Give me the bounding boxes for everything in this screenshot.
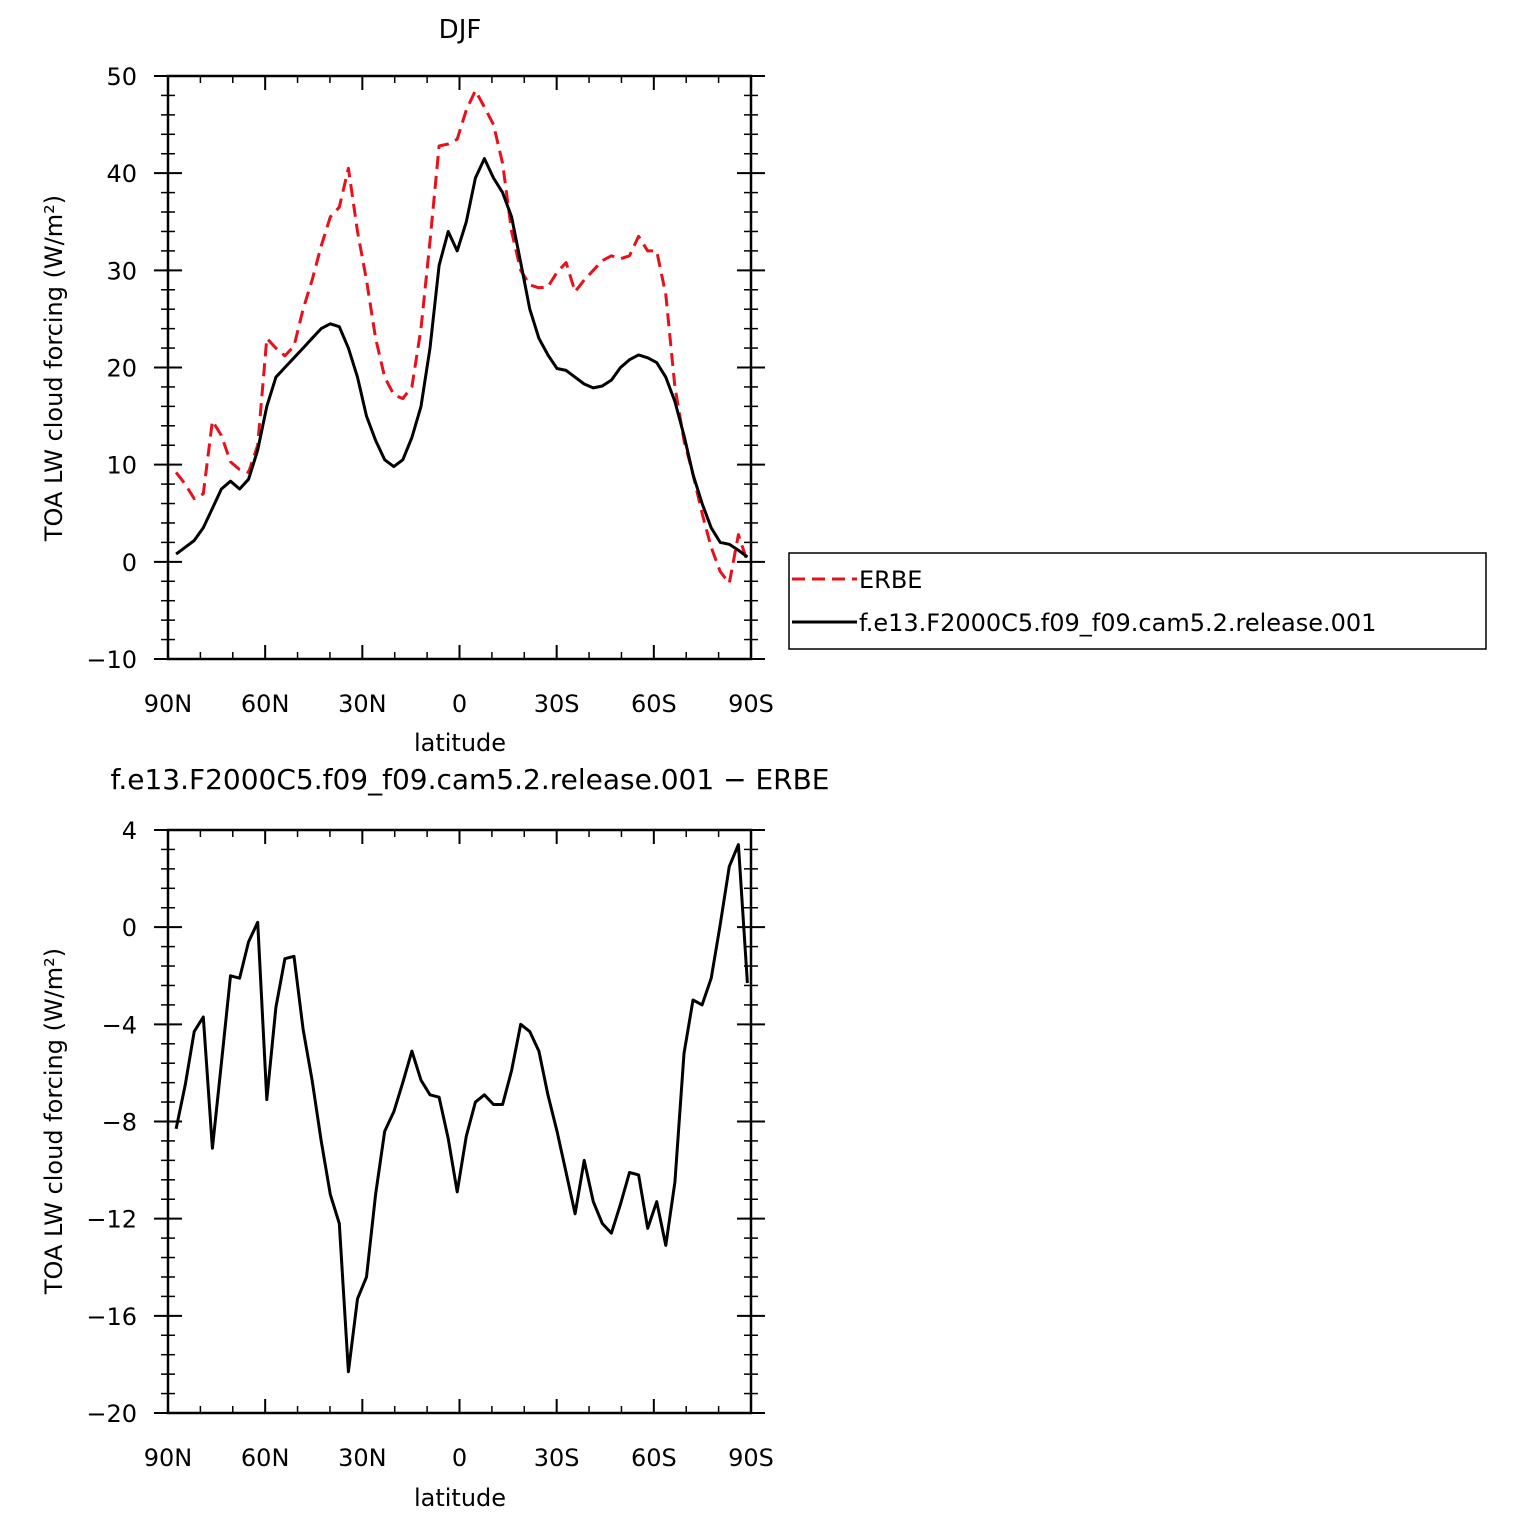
y-tick-label: −12 (86, 1206, 137, 1234)
plot-frame (166, 828, 753, 1415)
legend-label-erbe: ERBE (859, 566, 922, 594)
y-tick-label: 40 (106, 160, 137, 188)
series-line-difference (174, 843, 749, 1374)
x-tick-label: 30S (534, 690, 580, 718)
x-tick-label: 60S (631, 690, 677, 718)
legend: ERBE f.e13.F2000C5.f09_f09.cam5.2.releas… (788, 552, 1487, 650)
chart-title: DJF (439, 15, 482, 45)
x-axis-label: latitude (414, 729, 506, 757)
x-tick-label: 60N (241, 1444, 290, 1472)
y-tick-label: 20 (106, 355, 137, 383)
series-line-erbe (174, 89, 749, 585)
legend-label-model: f.e13.F2000C5.f09_f09.cam5.2.release.001 (859, 609, 1376, 637)
y-tick-label: −4 (102, 1011, 137, 1039)
chart-title: f.e13.F2000C5.f09_f09.cam5.2.release.001… (111, 763, 830, 796)
y-tick-label: −8 (102, 1109, 137, 1137)
y-tick-label: 0 (122, 549, 137, 577)
legend-box (788, 552, 1487, 650)
y-tick-label: 4 (122, 817, 137, 845)
x-axis-label: latitude (414, 1484, 506, 1512)
x-tick-label: 30N (338, 690, 387, 718)
bottom-panel-difference: f.e13.F2000C5.f09_f09.cam5.2.release.001… (40, 763, 830, 1512)
y-tick-label: 10 (106, 452, 137, 480)
plot-area: 90N 60N 30N 0 30S 60S 90S −10 0 10 20 30 40 50 (86, 63, 774, 718)
x-tick-label: 90S (728, 690, 774, 718)
series-line-f-e13-f2000c5-f09-f09-cam5-2-release-001 (175, 157, 749, 559)
y-tick-label: 0 (122, 914, 137, 942)
plot-frame (166, 74, 753, 661)
x-tick-label: 90N (144, 690, 193, 718)
x-tick-label: 90N (144, 1444, 193, 1472)
y-tick-label: 50 (106, 63, 137, 91)
y-tick-label: −20 (86, 1400, 137, 1428)
y-axis-label: TOA LW cloud forcing (W/m²) (40, 195, 68, 542)
x-tick-label: 0 (452, 690, 467, 718)
x-tick-label: 60S (631, 1444, 677, 1472)
x-tick-label: 60N (241, 690, 290, 718)
x-tick-label: 0 (452, 1444, 467, 1472)
y-tick-label: −10 (86, 646, 137, 674)
y-tick-label: −16 (86, 1303, 137, 1331)
x-tick-label: 30S (534, 1444, 580, 1472)
x-tick-label: 90S (728, 1444, 774, 1472)
y-axis-label: TOA LW cloud forcing (W/m²) (40, 948, 68, 1295)
plot-area: 90N 60N 30N 0 30S 60S 90S −20 −16 −12 −8 −4 0 4 (86, 817, 774, 1472)
y-tick-label: 30 (106, 257, 137, 285)
top-panel-djf: DJF 90N 60N 30N 0 30S 60S 90S −10 0 10 20 30 40 50 la… (40, 15, 1487, 757)
x-tick-label: 30N (338, 1444, 387, 1472)
